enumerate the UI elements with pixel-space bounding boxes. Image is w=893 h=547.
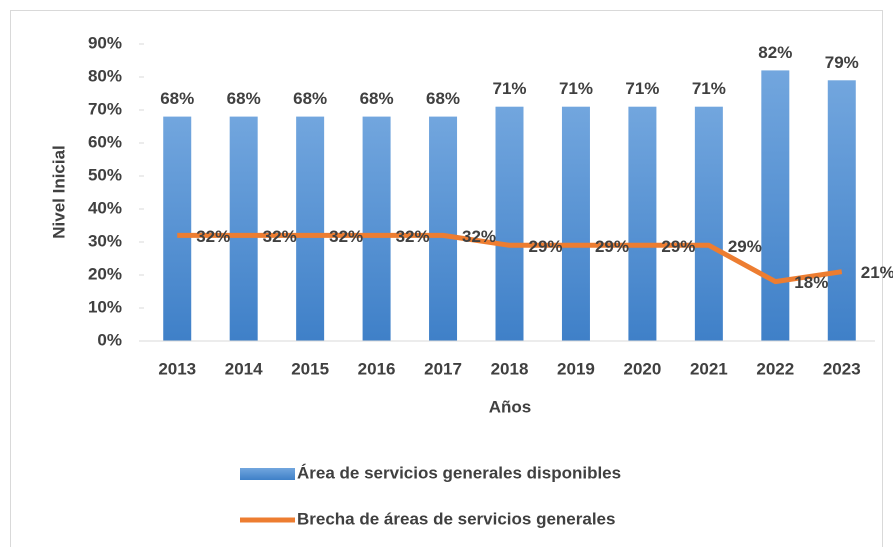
bar-value-label: 79%	[825, 53, 859, 72]
bar	[362, 116, 391, 341]
line-value-label: 18%	[794, 273, 828, 292]
bar-value-label: 68%	[360, 89, 394, 108]
bar	[429, 116, 458, 341]
bar-value-label: 71%	[492, 79, 526, 98]
bar-value-label: 68%	[293, 89, 327, 108]
bar	[229, 116, 258, 341]
x-tick-label: 2022	[756, 359, 794, 378]
x-tick-label: 2017	[424, 359, 462, 378]
legend-swatch	[240, 468, 295, 480]
x-tick-label: 2014	[225, 359, 263, 378]
y-tick-label: 70%	[88, 99, 122, 118]
bar	[495, 106, 524, 341]
bar-value-label: 68%	[227, 89, 261, 108]
y-tick-label: 40%	[88, 198, 122, 217]
chart-border	[10, 10, 883, 547]
x-tick-label: 2013	[158, 359, 196, 378]
bar	[163, 116, 192, 341]
line-value-label: 32%	[396, 227, 430, 246]
x-tick-label: 2019	[557, 359, 595, 378]
bar-value-label: 71%	[692, 79, 726, 98]
x-tick-label: 2020	[623, 359, 661, 378]
line-value-label: 29%	[528, 237, 562, 256]
line-value-label: 29%	[661, 237, 695, 256]
x-tick-label: 2021	[690, 359, 728, 378]
x-axis-title: Años	[489, 397, 532, 416]
x-tick-label: 2018	[491, 359, 529, 378]
bar	[561, 106, 590, 341]
x-tick-label: 2015	[291, 359, 329, 378]
y-axis-title: Nivel Inicial	[49, 145, 68, 239]
y-tick-label: 0%	[97, 330, 122, 349]
x-tick-label: 2016	[358, 359, 396, 378]
line-value-label: 29%	[728, 237, 762, 256]
bar	[761, 70, 790, 342]
y-tick-label: 30%	[88, 231, 122, 250]
line-value-label: 32%	[462, 227, 496, 246]
line-value-label: 32%	[196, 227, 230, 246]
bar-value-label: 71%	[625, 79, 659, 98]
line	[177, 232, 843, 285]
bar	[827, 80, 856, 342]
bar-value-label: 71%	[559, 79, 593, 98]
x-tick-label: 2023	[823, 359, 861, 378]
y-tick-label: 10%	[88, 297, 122, 316]
bar-value-label: 68%	[160, 89, 194, 108]
legend-label: Brecha de áreas de servicios generales	[297, 509, 615, 528]
bar	[628, 106, 657, 341]
y-tick-label: 50%	[88, 165, 122, 184]
bar-value-label: 82%	[758, 43, 792, 62]
bar-value-label: 68%	[426, 89, 460, 108]
line-value-label: 32%	[263, 227, 297, 246]
y-tick-label: 80%	[88, 66, 122, 85]
legend-label: Área de servicios generales disponibles	[297, 463, 621, 482]
line-value-label: 29%	[595, 237, 629, 256]
y-tick-label: 60%	[88, 132, 122, 151]
bar	[296, 116, 325, 341]
line-value-label: 21%	[861, 263, 893, 282]
y-tick-label: 90%	[88, 33, 122, 52]
line-value-label: 32%	[329, 227, 363, 246]
y-tick-label: 20%	[88, 264, 122, 283]
bar	[694, 106, 723, 341]
